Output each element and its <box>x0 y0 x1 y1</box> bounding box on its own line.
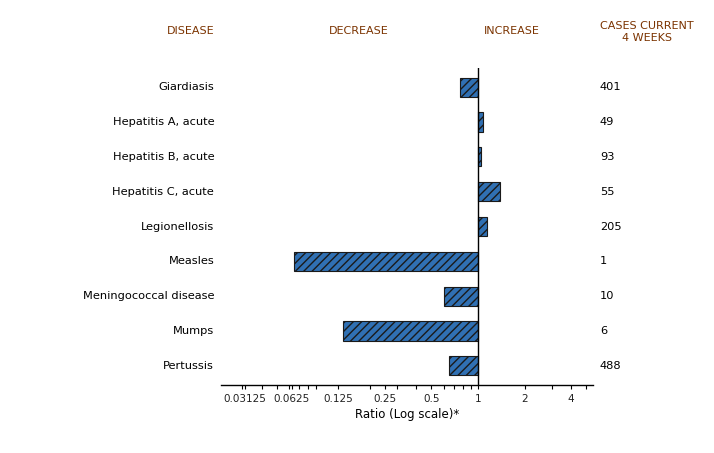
Text: 205: 205 <box>600 222 621 231</box>
Text: Legionellosis: Legionellosis <box>141 222 214 231</box>
Bar <box>343 322 478 341</box>
Bar <box>478 217 487 236</box>
Text: 401: 401 <box>600 82 621 92</box>
Text: CASES CURRENT
4 WEEKS: CASES CURRENT 4 WEEKS <box>600 21 693 43</box>
Bar <box>449 357 478 376</box>
Bar <box>460 77 478 96</box>
Bar <box>478 112 483 131</box>
Text: Measles: Measles <box>169 256 214 266</box>
Text: Giardiasis: Giardiasis <box>159 82 214 92</box>
Text: Hepatitis C, acute: Hepatitis C, acute <box>112 187 214 197</box>
Text: 6: 6 <box>600 326 607 336</box>
Bar <box>478 147 481 166</box>
Text: 93: 93 <box>600 152 614 162</box>
X-axis label: Ratio (Log scale)*: Ratio (Log scale)* <box>355 408 459 421</box>
Text: Meningococcal disease: Meningococcal disease <box>83 291 214 301</box>
Text: DISEASE: DISEASE <box>166 26 214 36</box>
Text: 49: 49 <box>600 117 614 127</box>
Bar <box>478 182 500 201</box>
Text: Hepatitis B, acute: Hepatitis B, acute <box>113 152 214 162</box>
Text: Mumps: Mumps <box>173 326 214 336</box>
Text: Hepatitis A, acute: Hepatitis A, acute <box>113 117 214 127</box>
Text: 10: 10 <box>600 291 614 301</box>
Text: 55: 55 <box>600 187 614 197</box>
Text: 488: 488 <box>600 361 621 371</box>
Bar <box>443 287 478 306</box>
Bar <box>294 252 478 271</box>
Text: INCREASE: INCREASE <box>483 26 540 36</box>
Text: Pertussis: Pertussis <box>164 361 214 371</box>
Text: DECREASE: DECREASE <box>329 26 388 36</box>
Text: 1: 1 <box>600 256 607 266</box>
